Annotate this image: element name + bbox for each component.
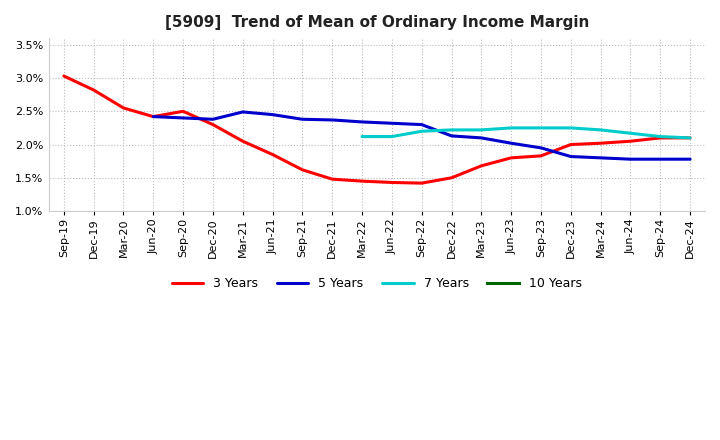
5 Years bbox=[418, 122, 426, 127]
3 Years bbox=[298, 167, 307, 172]
3 Years bbox=[179, 109, 187, 114]
7 Years bbox=[596, 127, 605, 132]
7 Years bbox=[626, 131, 635, 136]
Title: [5909]  Trend of Mean of Ordinary Income Margin: [5909] Trend of Mean of Ordinary Income … bbox=[165, 15, 589, 30]
5 Years bbox=[387, 121, 396, 126]
3 Years bbox=[418, 180, 426, 186]
5 Years bbox=[447, 133, 456, 139]
3 Years bbox=[626, 139, 635, 144]
Line: 7 Years: 7 Years bbox=[362, 128, 690, 138]
Line: 3 Years: 3 Years bbox=[64, 76, 690, 183]
3 Years bbox=[120, 105, 128, 110]
5 Years bbox=[328, 117, 336, 123]
5 Years bbox=[269, 112, 277, 117]
7 Years bbox=[418, 128, 426, 134]
3 Years bbox=[149, 114, 158, 119]
5 Years bbox=[238, 109, 247, 114]
3 Years bbox=[89, 88, 98, 93]
7 Years bbox=[567, 125, 575, 131]
5 Years bbox=[685, 157, 694, 162]
5 Years bbox=[298, 117, 307, 122]
Line: 5 Years: 5 Years bbox=[153, 112, 690, 159]
7 Years bbox=[447, 127, 456, 132]
3 Years bbox=[477, 163, 486, 169]
3 Years bbox=[596, 140, 605, 146]
7 Years bbox=[507, 125, 516, 131]
3 Years bbox=[685, 135, 694, 140]
3 Years bbox=[209, 122, 217, 127]
5 Years bbox=[149, 114, 158, 119]
7 Years bbox=[685, 135, 694, 140]
7 Years bbox=[536, 125, 545, 131]
3 Years bbox=[387, 180, 396, 185]
3 Years bbox=[567, 142, 575, 147]
5 Years bbox=[656, 157, 665, 162]
3 Years bbox=[656, 135, 665, 140]
Legend: 3 Years, 5 Years, 7 Years, 10 Years: 3 Years, 5 Years, 7 Years, 10 Years bbox=[167, 272, 587, 295]
3 Years bbox=[238, 139, 247, 144]
3 Years bbox=[60, 73, 68, 79]
3 Years bbox=[358, 179, 366, 184]
7 Years bbox=[387, 134, 396, 139]
7 Years bbox=[358, 134, 366, 139]
3 Years bbox=[269, 152, 277, 157]
5 Years bbox=[358, 119, 366, 125]
5 Years bbox=[507, 140, 516, 146]
5 Years bbox=[179, 115, 187, 121]
5 Years bbox=[626, 157, 635, 162]
5 Years bbox=[477, 135, 486, 140]
7 Years bbox=[656, 134, 665, 139]
5 Years bbox=[536, 145, 545, 150]
5 Years bbox=[567, 154, 575, 159]
3 Years bbox=[507, 155, 516, 161]
3 Years bbox=[328, 176, 336, 182]
5 Years bbox=[209, 117, 217, 122]
5 Years bbox=[596, 155, 605, 161]
3 Years bbox=[447, 175, 456, 180]
3 Years bbox=[536, 153, 545, 158]
7 Years bbox=[477, 127, 486, 132]
